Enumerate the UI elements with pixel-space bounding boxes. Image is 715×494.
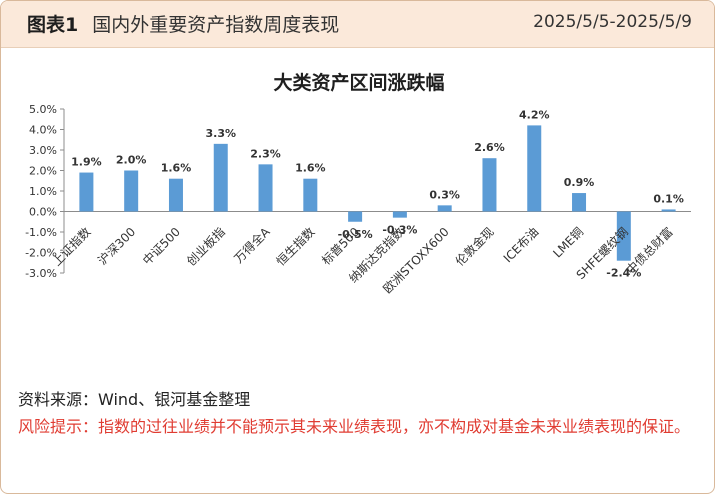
data-label: 2.0%	[116, 154, 147, 167]
bar	[303, 178, 318, 212]
category-label: ICE布油	[501, 225, 542, 266]
data-label: 4.2%	[519, 108, 550, 121]
y-tick-label: -3.0%	[25, 267, 57, 280]
bar	[79, 172, 94, 212]
data-label: -0.3%	[382, 224, 417, 237]
y-tick-label: -1.0%	[25, 226, 57, 239]
risk-warning: 风险提示：指数的过往业绩并不能预示其未来业绩表现，亦不构成对基金未来业绩表现的保…	[18, 417, 691, 436]
bar-chart: 大类资产区间涨跌幅 5.0% 4.0% 3.0% 2.0% 1.0% 0.0% -1.0% -2…	[25, 71, 691, 296]
y-tick-label: 3.0%	[29, 144, 57, 157]
data-label: 1.6%	[295, 162, 326, 175]
figure-title-text: 国内外重要资产指数周度表现	[92, 14, 340, 36]
bar	[258, 164, 273, 212]
figure-label: 图表1	[27, 14, 79, 36]
data-source: 资料来源：Wind、银河基金整理	[18, 390, 251, 409]
y-tick-label: 0.0%	[29, 206, 57, 219]
chart-title: 大类资产区间涨跌幅	[273, 71, 444, 94]
y-tick-label: -2.0%	[25, 247, 57, 260]
category-label: 中证500	[139, 224, 183, 268]
bar	[616, 211, 631, 261]
category-label: 伦敦金现	[452, 224, 497, 269]
data-label: 1.9%	[71, 156, 102, 169]
bar	[437, 205, 452, 212]
data-label: 0.1%	[653, 192, 684, 205]
category-label: 恒生指数	[273, 224, 318, 269]
bar	[482, 158, 497, 212]
y-tick-label: 4.0%	[29, 124, 57, 137]
y-tick-label: 2.0%	[29, 165, 57, 178]
bar	[124, 170, 139, 212]
bar	[661, 209, 676, 212]
data-label: 2.3%	[250, 147, 281, 160]
y-tick-label: 1.0%	[29, 185, 57, 198]
category-label: 沪深300	[95, 225, 138, 268]
category-label: 万得全A	[231, 223, 273, 265]
bar	[168, 178, 183, 212]
figure-title: 图表1 国内外重要资产指数周度表现	[27, 10, 339, 37]
bar	[348, 211, 363, 222]
bar	[392, 211, 407, 218]
date-range: 2025/5/5-2025/5/9	[533, 12, 692, 32]
data-label: 0.9%	[564, 176, 595, 189]
data-label: -0.5%	[338, 228, 373, 241]
data-label: -2.4%	[606, 267, 641, 280]
bar	[527, 125, 542, 212]
category-label: 创业板指	[183, 224, 228, 269]
bar	[213, 143, 228, 212]
data-label: 2.6%	[474, 141, 505, 154]
data-label: 0.3%	[429, 188, 460, 201]
y-tick-label: 5.0%	[29, 103, 57, 116]
figure-header: 图表1 国内外重要资产指数周度表现 2025/5/5-2025/5/9	[1, 1, 714, 48]
bar	[572, 193, 587, 212]
data-label: 1.6%	[161, 162, 192, 175]
category-label: LME铜	[550, 224, 587, 261]
data-label: 3.3%	[205, 127, 236, 140]
